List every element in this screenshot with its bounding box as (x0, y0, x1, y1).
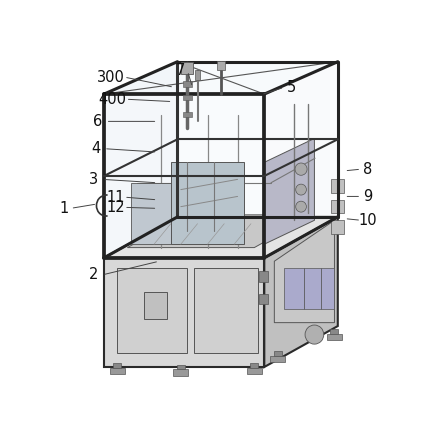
Polygon shape (194, 268, 257, 354)
Text: 12: 12 (106, 200, 125, 215)
Polygon shape (330, 220, 344, 234)
Polygon shape (104, 94, 264, 258)
Polygon shape (127, 215, 312, 248)
Polygon shape (173, 369, 188, 376)
Text: 1: 1 (59, 201, 68, 216)
Circle shape (304, 325, 323, 344)
Text: 2: 2 (89, 268, 98, 282)
Polygon shape (110, 368, 124, 374)
Polygon shape (182, 81, 192, 86)
Polygon shape (104, 62, 177, 258)
Polygon shape (117, 268, 187, 354)
Text: 400: 400 (98, 92, 126, 107)
Text: 10: 10 (358, 213, 376, 228)
Polygon shape (330, 179, 344, 193)
Text: 3: 3 (89, 172, 98, 187)
Polygon shape (130, 183, 170, 244)
Text: 8: 8 (362, 162, 372, 177)
Polygon shape (250, 363, 258, 368)
Polygon shape (274, 220, 334, 323)
Polygon shape (320, 268, 334, 309)
Polygon shape (259, 294, 267, 304)
Circle shape (295, 201, 306, 212)
Polygon shape (330, 200, 344, 214)
Polygon shape (264, 217, 337, 367)
Text: 11: 11 (106, 190, 125, 205)
Polygon shape (246, 368, 261, 374)
Circle shape (295, 184, 306, 195)
Polygon shape (273, 351, 281, 356)
Polygon shape (284, 268, 304, 309)
Polygon shape (304, 268, 320, 309)
Polygon shape (264, 62, 337, 258)
Text: 5: 5 (286, 80, 295, 95)
Text: 7: 7 (176, 63, 185, 78)
Polygon shape (270, 356, 284, 362)
Polygon shape (170, 162, 244, 244)
Polygon shape (113, 363, 121, 368)
Polygon shape (104, 217, 337, 258)
Circle shape (295, 163, 306, 175)
Polygon shape (330, 330, 338, 334)
Polygon shape (326, 334, 341, 340)
Polygon shape (181, 62, 193, 74)
Polygon shape (182, 112, 192, 117)
Polygon shape (259, 272, 267, 282)
Polygon shape (104, 258, 264, 367)
Polygon shape (176, 365, 184, 369)
Polygon shape (264, 139, 314, 244)
Text: 300: 300 (96, 70, 124, 85)
Polygon shape (194, 70, 200, 81)
Polygon shape (144, 292, 167, 319)
Text: 6: 6 (92, 114, 101, 129)
Polygon shape (216, 61, 224, 70)
Text: 4: 4 (91, 141, 100, 156)
Polygon shape (182, 95, 192, 100)
Polygon shape (104, 62, 337, 94)
Text: 9: 9 (362, 189, 372, 204)
